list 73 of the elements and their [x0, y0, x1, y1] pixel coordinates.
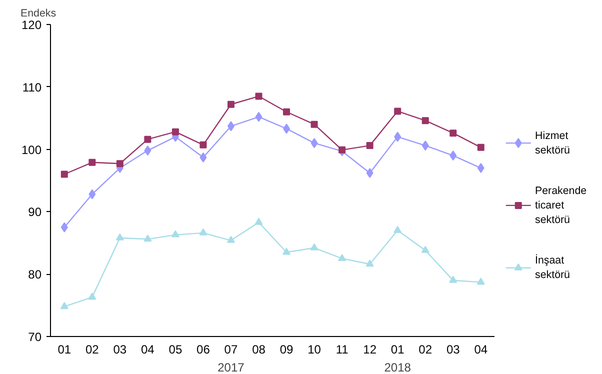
point — [200, 141, 207, 148]
point — [450, 150, 457, 161]
point — [172, 128, 179, 136]
x-tick-label: 03 — [113, 342, 127, 356]
point — [144, 234, 152, 242]
y-tick-label: 90 — [28, 205, 42, 220]
point — [144, 136, 152, 143]
point — [116, 233, 124, 240]
legend-label: İnşaat sektörü — [535, 254, 570, 282]
y-tick-label: 100 — [21, 142, 42, 157]
x-tick-label: 04 — [141, 342, 155, 356]
point — [476, 278, 485, 285]
point — [60, 302, 68, 310]
point — [171, 230, 180, 238]
point — [88, 158, 96, 166]
x-tick-label: 12 — [363, 342, 377, 356]
point — [477, 163, 484, 174]
point — [366, 260, 374, 267]
point — [255, 112, 262, 122]
x-tick-label: 02 — [418, 342, 432, 356]
point — [366, 168, 374, 178]
point — [199, 228, 208, 236]
point — [422, 117, 429, 124]
y-tick-label: 120 — [21, 18, 42, 32]
point — [283, 124, 290, 134]
point — [394, 132, 402, 142]
point — [394, 226, 402, 233]
x-tick-label: 11 — [336, 342, 349, 356]
legend-label: Perakende ticaret sektörü — [535, 185, 587, 226]
point — [310, 138, 318, 148]
point — [338, 146, 346, 154]
text: 2018 — [384, 360, 412, 374]
point — [60, 222, 68, 232]
x-tick-label: 05 — [168, 342, 182, 356]
point — [283, 108, 290, 116]
text: 2017 — [218, 360, 245, 374]
point — [116, 160, 124, 168]
point — [310, 243, 318, 250]
x-tick-label: 02 — [85, 342, 100, 356]
point — [255, 92, 262, 100]
point — [200, 152, 207, 162]
point — [227, 100, 234, 108]
x-tick-label: 04 — [474, 342, 488, 356]
point — [282, 248, 291, 255]
point — [88, 292, 96, 300]
x-tick-label: 01 — [58, 342, 72, 356]
point — [226, 236, 235, 243]
y-axis-title: Endeks — [20, 8, 56, 20]
point — [88, 189, 96, 200]
point — [477, 144, 484, 151]
y-tick-label: 70 — [28, 330, 42, 344]
point — [144, 146, 152, 156]
x-tick-label: 07 — [224, 342, 238, 356]
x-tick-label: 09 — [280, 342, 294, 356]
x-tick-label: 10 — [308, 342, 322, 356]
y-tick-label: 110 — [22, 80, 42, 94]
point — [450, 130, 457, 137]
y-tick-label: 80 — [28, 268, 42, 282]
point — [449, 276, 458, 283]
legend-label: Hizmet sektörü — [535, 130, 570, 156]
point — [421, 246, 430, 253]
x-tick-label: 03 — [446, 342, 460, 356]
point — [422, 140, 429, 151]
point — [254, 218, 263, 225]
point — [60, 170, 68, 178]
point — [338, 254, 346, 262]
point — [394, 108, 402, 115]
x-tick-label: 08 — [252, 342, 266, 356]
point — [366, 142, 374, 150]
point — [310, 120, 318, 128]
x-tick-label: 06 — [196, 342, 210, 356]
x-tick-label: 01 — [390, 342, 405, 356]
point — [227, 121, 234, 132]
